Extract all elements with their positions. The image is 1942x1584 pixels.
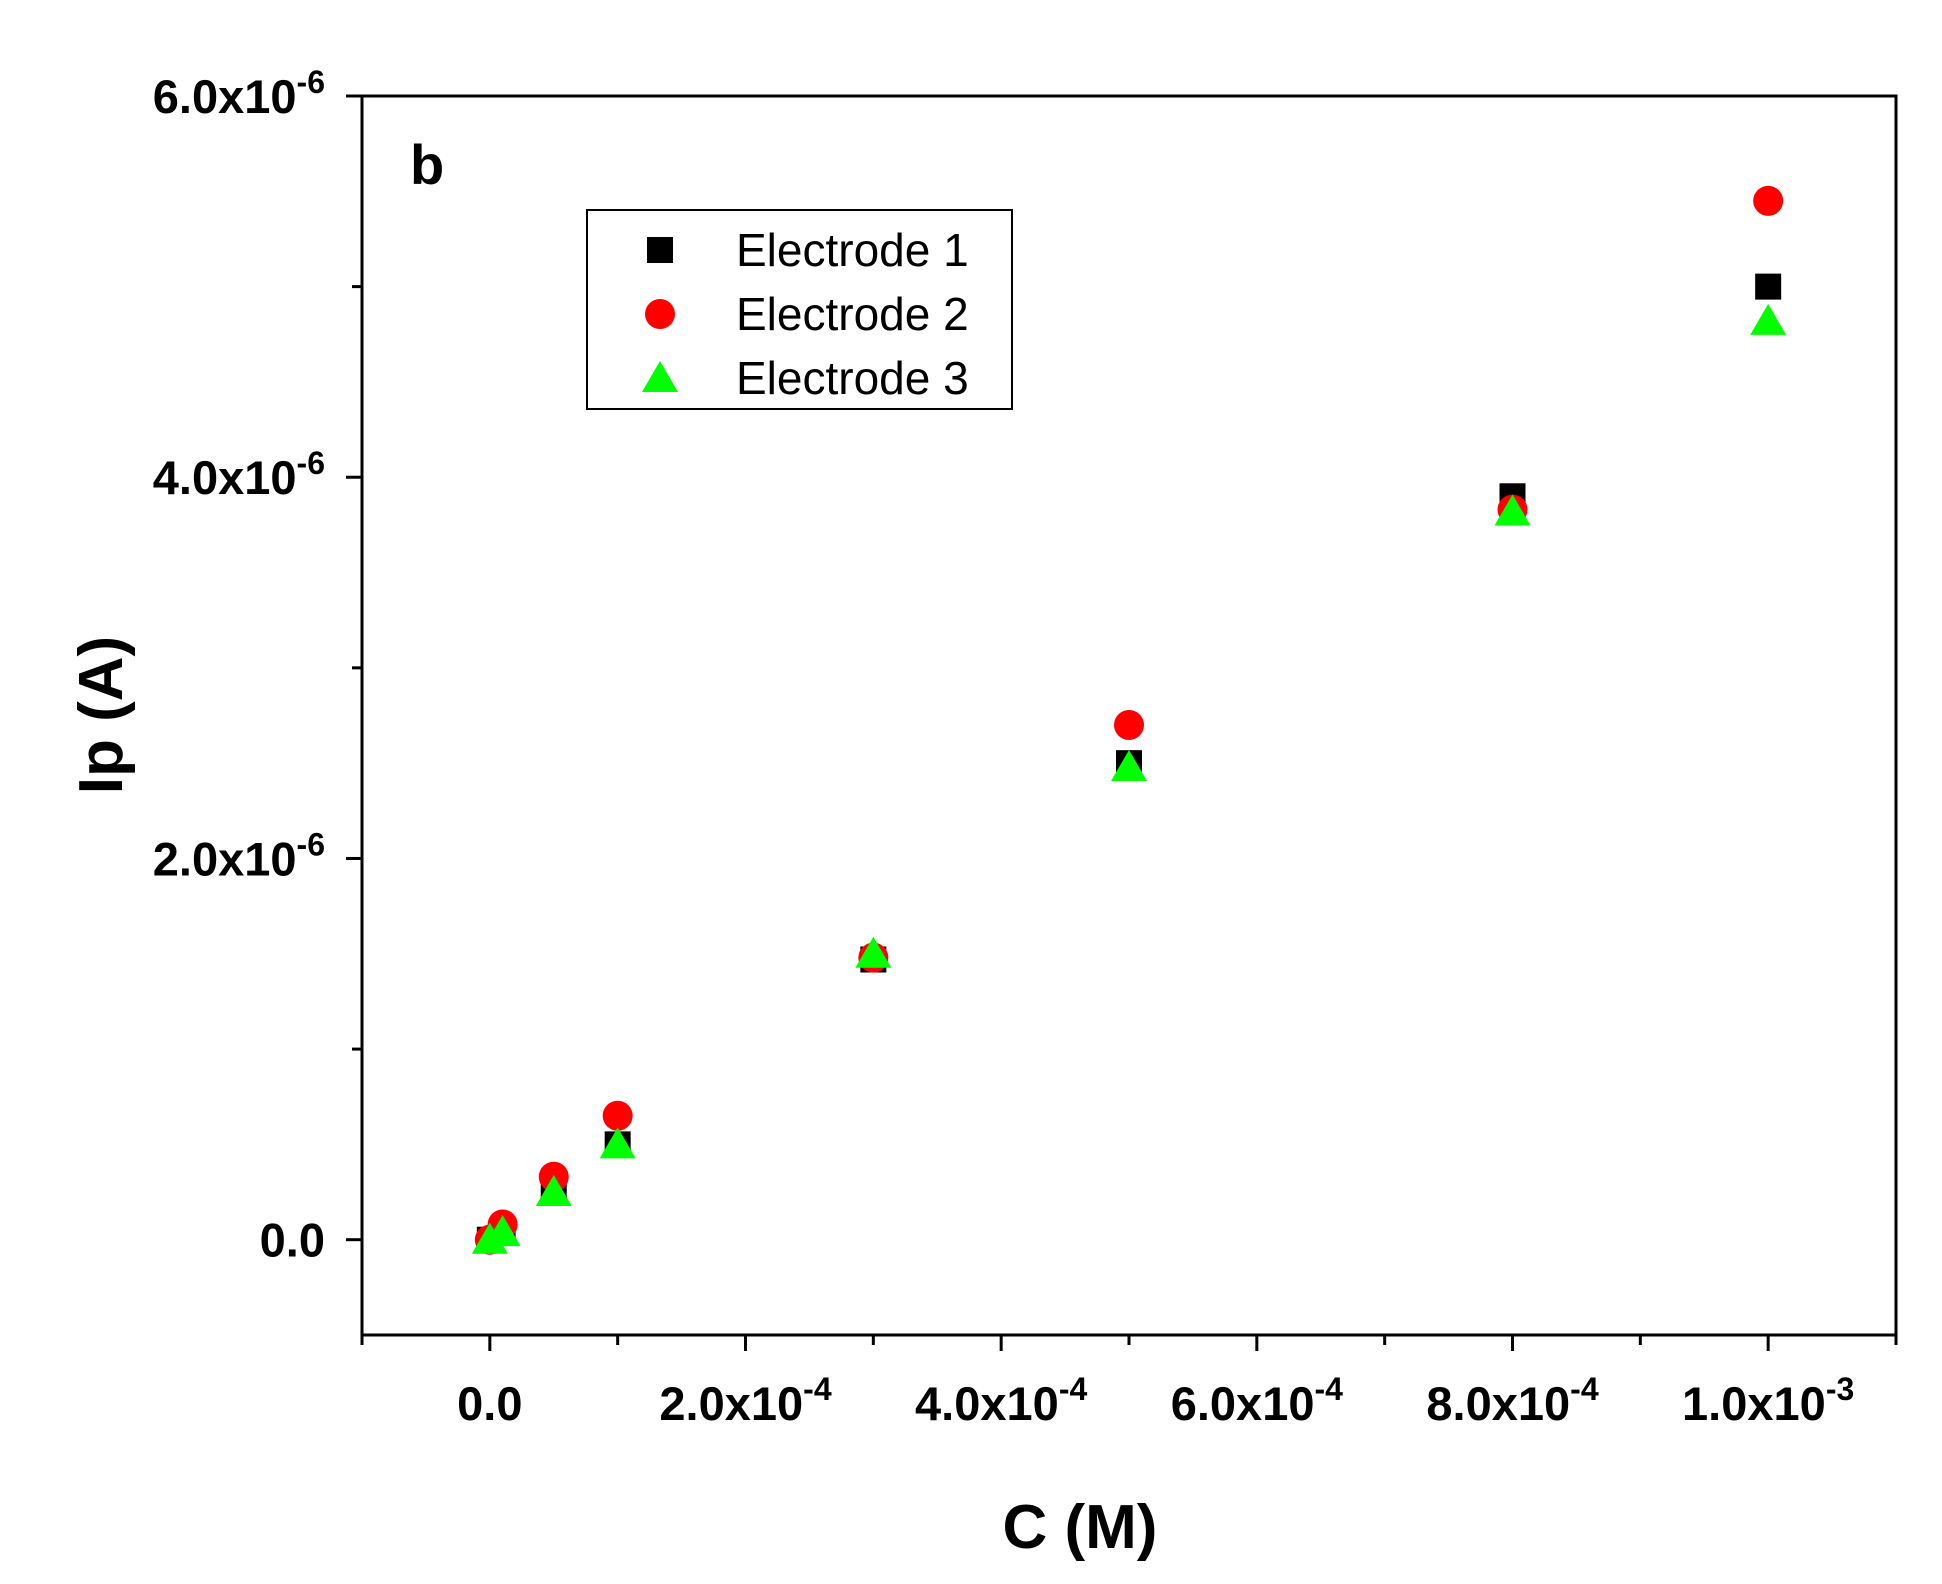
y-axis-title: Ip (A) (67, 636, 136, 794)
legend-label: Electrode 1 (736, 224, 969, 276)
data-point (535, 1175, 572, 1207)
data-point (1494, 494, 1531, 526)
data-point (1753, 185, 1784, 216)
y-axis-ticks: 0.0 2.0x10-6 4.0x10-6 6.0x10-6 (153, 64, 362, 1267)
x-tick-label: 6.0x10-4 (1171, 1371, 1343, 1430)
legend-marker (645, 299, 675, 329)
x-axis-ticks: 0.0 2.0x10-4 4.0x10-4 6.0x10-4 8.0x10-4 1.0x1… (360, 1335, 1898, 1430)
data-point (1111, 749, 1147, 781)
y-tick-label: 4.0x10-6 (153, 445, 325, 504)
data-point (602, 1100, 633, 1131)
x-tick-label: 8.0x10-4 (1426, 1371, 1598, 1430)
data-point (1755, 273, 1782, 300)
legend-label: Electrode 2 (736, 288, 969, 340)
data-points (471, 185, 1787, 1255)
data-point (855, 936, 892, 968)
legend-marker (647, 237, 673, 263)
x-tick-label: 1.0x10-3 (1682, 1371, 1854, 1430)
data-point (484, 1215, 521, 1247)
data-point (1750, 303, 1787, 335)
legend: Electrode 1 Electrode 2 Electrode 3 (586, 209, 1013, 410)
data-point (1114, 710, 1144, 741)
x-tick-label: 4.0x10-4 (915, 1371, 1087, 1430)
legend-label: Electrode 3 (736, 352, 969, 404)
y-tick-label: 6.0x10-6 (153, 64, 325, 123)
panel-label: b (410, 133, 444, 196)
legend-marker (642, 361, 678, 392)
data-point (599, 1127, 636, 1159)
x-axis-title: C (M) (1003, 1493, 1158, 1562)
y-tick-label: 0.0 (260, 1214, 325, 1267)
y-tick-label: 2.0x10-6 (153, 826, 325, 885)
x-tick-label: 2.0x10-4 (659, 1371, 831, 1430)
x-tick-label: 0.0 (457, 1377, 522, 1430)
series-3 (471, 303, 1787, 1254)
